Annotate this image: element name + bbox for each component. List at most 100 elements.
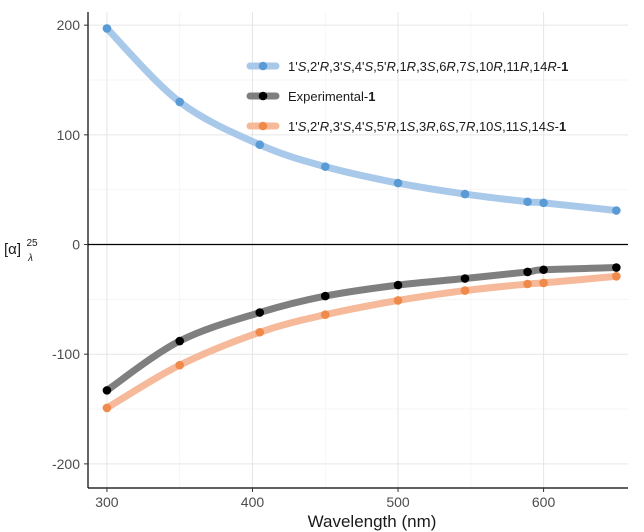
x-tick-label: 600 [532,494,556,510]
data-point [102,403,112,413]
data-point [320,291,330,301]
legend-label-part: R [446,59,455,74]
legend-item: 1'S,2'R,3'S,4'S,5'R,1S,3R,6S,7R,10S,11S,… [246,119,566,134]
legend-label-part: - [557,59,561,74]
y-tick-label: 0 [72,237,80,253]
grid [88,12,628,488]
series-2 [102,263,621,395]
legend: 1'S,2'R,3'S,4'S,5'R,1R,3S,6R,7S,10R,11R,… [246,59,568,134]
legend-label-part: R [547,59,556,74]
legend-label-part: ,6 [436,59,447,74]
y-axis-title-superscript: 25 [26,238,38,249]
y-tick-label: 200 [57,17,81,33]
legend-label-part: ,3' [329,59,342,74]
legend-label-part: R [493,59,502,74]
legend-label-part: ,10 [475,119,493,134]
data-point [460,274,470,283]
legend-label-part: ,6 [436,119,447,134]
legend-label-part: 1 [368,89,375,104]
legend-label-part: ,2' [306,59,319,74]
legend-label-part: R [320,59,329,74]
legend-label-part: 1 [561,59,568,74]
legend-label-part: S [407,119,416,134]
legend-label-part: S [298,59,307,74]
legend-label-part: ,7 [456,59,467,74]
legend-label-part: ,5' [373,119,386,134]
legend-label-part: ,4' [351,119,364,134]
legend-label-part: ,3 [416,59,427,74]
legend-label-part: R [320,119,329,134]
legend-label-part: ,4' [351,59,364,74]
data-point [320,310,330,320]
legend-label-part: S [298,119,307,134]
data-point [393,280,403,290]
legend-label-part: S [364,59,373,74]
data-point [460,189,470,199]
data-point [612,272,621,281]
series-line [103,24,620,215]
legend-label-part: - [555,119,559,134]
x-tick-label: 400 [241,494,265,510]
legend-label-part: R [386,59,395,74]
data-point [102,24,112,33]
y-axis-title: [α] 25 λ [4,233,42,264]
legend-label-part: 1 [559,119,566,134]
legend-label-part: S [467,59,476,74]
legend-label-part: ,11 [502,119,519,134]
legend-label-part: 1' [288,119,298,134]
legend-label-part: S [519,119,528,134]
legend-label-part: ,11 [503,59,520,74]
y-tick-label: 100 [57,127,81,143]
y-axis-title-main: [α] [4,241,21,258]
data-point [523,279,532,289]
data-point [255,308,265,317]
legend-label-part: 1' [288,59,298,74]
data-point [539,278,548,288]
legend-label-part: R [520,59,529,74]
data-point [393,178,403,188]
axes: 300 400 500 600 -200 -100 0 100 200 [52,12,628,510]
data-point [175,360,184,370]
data-point [523,197,532,207]
series-3 [102,272,621,413]
legend-label-part: ,5' [373,59,386,74]
legend-label-part: S [364,119,373,134]
legend-label-part: S [427,59,436,74]
legend-label-part: R [407,59,416,74]
data-point [612,263,621,272]
legend-label: 1'S,2'R,3'S,4'S,5'R,1S,3R,6S,7R,10S,11S,… [288,119,566,134]
legend-label-part: Experimental- [288,89,368,104]
data-point [539,265,548,275]
legend-item: Experimental-1 [246,89,375,104]
data-point [393,296,403,305]
legend-label-part: S [546,119,555,134]
data-point [539,198,548,208]
legend-label-part: R [386,119,395,134]
x-tick-label: 500 [386,494,410,510]
legend-label-part: S [493,119,502,134]
legend-label-part: S [342,59,351,74]
legend-label-part: ,3' [329,119,342,134]
legend-label-part: ,10 [475,59,493,74]
legend-label-part: ,14 [529,59,547,74]
data-point [175,336,184,346]
series-1 [102,24,621,215]
x-axis-title: Wavelength (nm) [308,512,437,531]
legend-label-part: ,14 [528,119,546,134]
legend-item: 1'S,2'R,3'S,4'S,5'R,1R,3S,6R,7S,10R,11R,… [246,59,568,74]
legend-label-part: ,1 [396,119,407,134]
legend-label: 1'S,2'R,3'S,4'S,5'R,1R,3S,6R,7S,10R,11R,… [288,59,568,74]
legend-label-part: ,3 [415,119,426,134]
series-layer [102,24,621,413]
legend-swatch-point [258,91,268,101]
legend-swatch-point [258,61,268,71]
data-point [320,162,330,171]
legend-label-part: R [466,119,475,134]
data-point [102,386,112,395]
data-point [255,327,265,337]
legend-label-part: S [342,119,351,134]
legend-label-part: R [426,119,435,134]
y-axis-title-subscript: λ [27,253,33,264]
data-point [175,97,184,107]
legend-label-part: ,2' [306,119,319,134]
